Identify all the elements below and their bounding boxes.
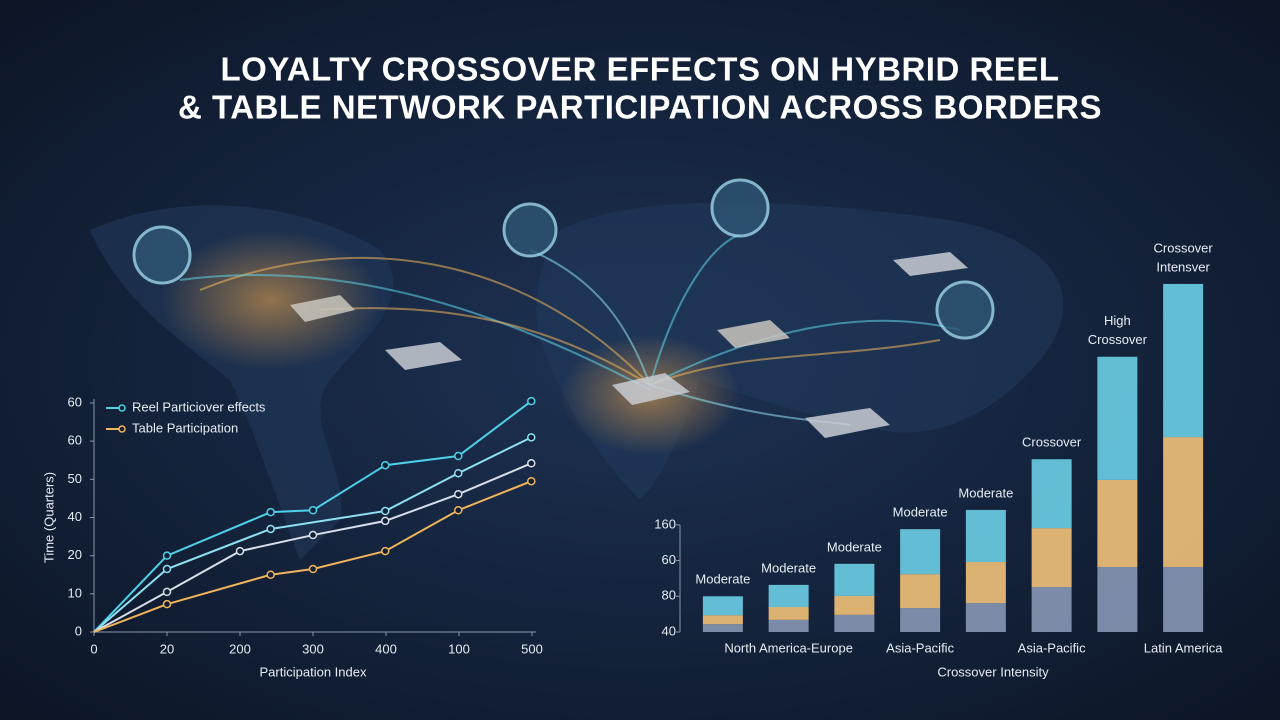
bar-segment [1031, 459, 1072, 529]
legend-label: Table Participation [132, 420, 238, 435]
bar-label: Crossover [1154, 240, 1214, 255]
point [266, 507, 275, 517]
bar-label: High [1104, 313, 1131, 328]
y-tick-label: 20 [68, 547, 82, 562]
point [381, 516, 390, 526]
point [454, 489, 463, 499]
bar-segment [702, 596, 743, 616]
bar-label: Moderate [695, 572, 750, 587]
x-tick-label: 0 [90, 641, 97, 656]
bar-label: Crossover [1022, 435, 1082, 450]
point [162, 564, 172, 574]
point [308, 564, 318, 574]
point [266, 570, 275, 579]
x-tick-label: Asia-Pacific [1018, 640, 1086, 655]
bar-segment [834, 595, 875, 615]
x-tick-label: Asia-Pacific [886, 640, 954, 655]
point [162, 599, 172, 609]
point [527, 433, 536, 442]
bar-segment [702, 624, 743, 632]
point [162, 587, 172, 597]
bar-segment [1097, 479, 1138, 568]
bar-label: Moderate [893, 505, 948, 520]
bar-segment [1163, 567, 1204, 632]
y-axis-label: Time (Quarters) [41, 472, 56, 563]
bar-segment [965, 562, 1006, 604]
point [235, 546, 245, 556]
point [381, 546, 390, 556]
x-tick-label: 400 [375, 641, 397, 656]
bar-segment [1097, 356, 1138, 480]
point [527, 459, 536, 468]
x-tick-label: Latin America [1144, 640, 1224, 655]
y-tick-label: 40 [68, 509, 82, 524]
point [454, 505, 463, 515]
bar-segment [702, 615, 743, 625]
title-line: LOYALTY CROSSOVER EFFECTS ON HYBRID REEL [221, 51, 1060, 88]
bar-segment [965, 603, 1006, 632]
x-tick-label: 200 [229, 641, 251, 656]
point [381, 506, 390, 516]
bar-label: Moderate [827, 539, 882, 554]
point [454, 468, 463, 478]
y-tick-label: 60 [662, 552, 676, 567]
bar-segment [834, 614, 875, 632]
bar-segment [1097, 567, 1138, 632]
map-decoration [90, 178, 1064, 560]
y-tick-label: 10 [68, 585, 82, 600]
bar-segment [1031, 528, 1072, 588]
point [454, 451, 463, 461]
legend-swatch [118, 404, 126, 412]
y-tick-label: 60 [68, 433, 82, 448]
series-line [93, 436, 532, 633]
bar-segment [768, 619, 809, 632]
y-tick-label: 40 [662, 623, 676, 638]
point [266, 524, 275, 534]
point [381, 460, 390, 470]
bar-segment [1163, 283, 1204, 438]
x-tick-label: 500 [521, 641, 543, 656]
bar-label: Moderate [958, 485, 1013, 500]
point [308, 505, 318, 515]
x-axis-label: Crossover Intensity [937, 664, 1049, 679]
bar-segment [900, 529, 941, 575]
x-axis-label: Participation Index [260, 664, 367, 679]
bar-label: Moderate [761, 560, 816, 575]
title-line: & TABLE NETWORK PARTICIPATION ACROSS BOR… [178, 89, 1102, 126]
bar-segment [1163, 437, 1204, 568]
y-tick-label: 160 [654, 516, 676, 531]
bar-segment [768, 607, 809, 620]
legend-label: Reel Particiover effects [132, 399, 266, 414]
bar-segment [965, 509, 1006, 563]
y-tick-label: 80 [662, 588, 676, 603]
x-tick-label: 100 [448, 641, 470, 656]
y-tick-label: 50 [68, 471, 82, 486]
point [527, 396, 536, 406]
point [527, 476, 536, 486]
bar-label: Intensver [1156, 259, 1210, 274]
bar-label: Crossover [1088, 332, 1148, 347]
x-tick-label: 300 [302, 641, 324, 656]
bar-segment [834, 563, 875, 596]
bar-segment [1031, 587, 1072, 632]
bar-segment [900, 608, 941, 632]
bar-segment [900, 574, 941, 609]
x-tick-label: North America-Europe [724, 640, 853, 655]
y-tick-label: 60 [68, 394, 82, 409]
point [308, 530, 318, 540]
y-tick-label: 0 [75, 623, 82, 638]
point [162, 551, 172, 560]
legend-swatch [118, 425, 126, 433]
bar-segment [768, 584, 809, 608]
x-tick-label: 20 [160, 641, 174, 656]
